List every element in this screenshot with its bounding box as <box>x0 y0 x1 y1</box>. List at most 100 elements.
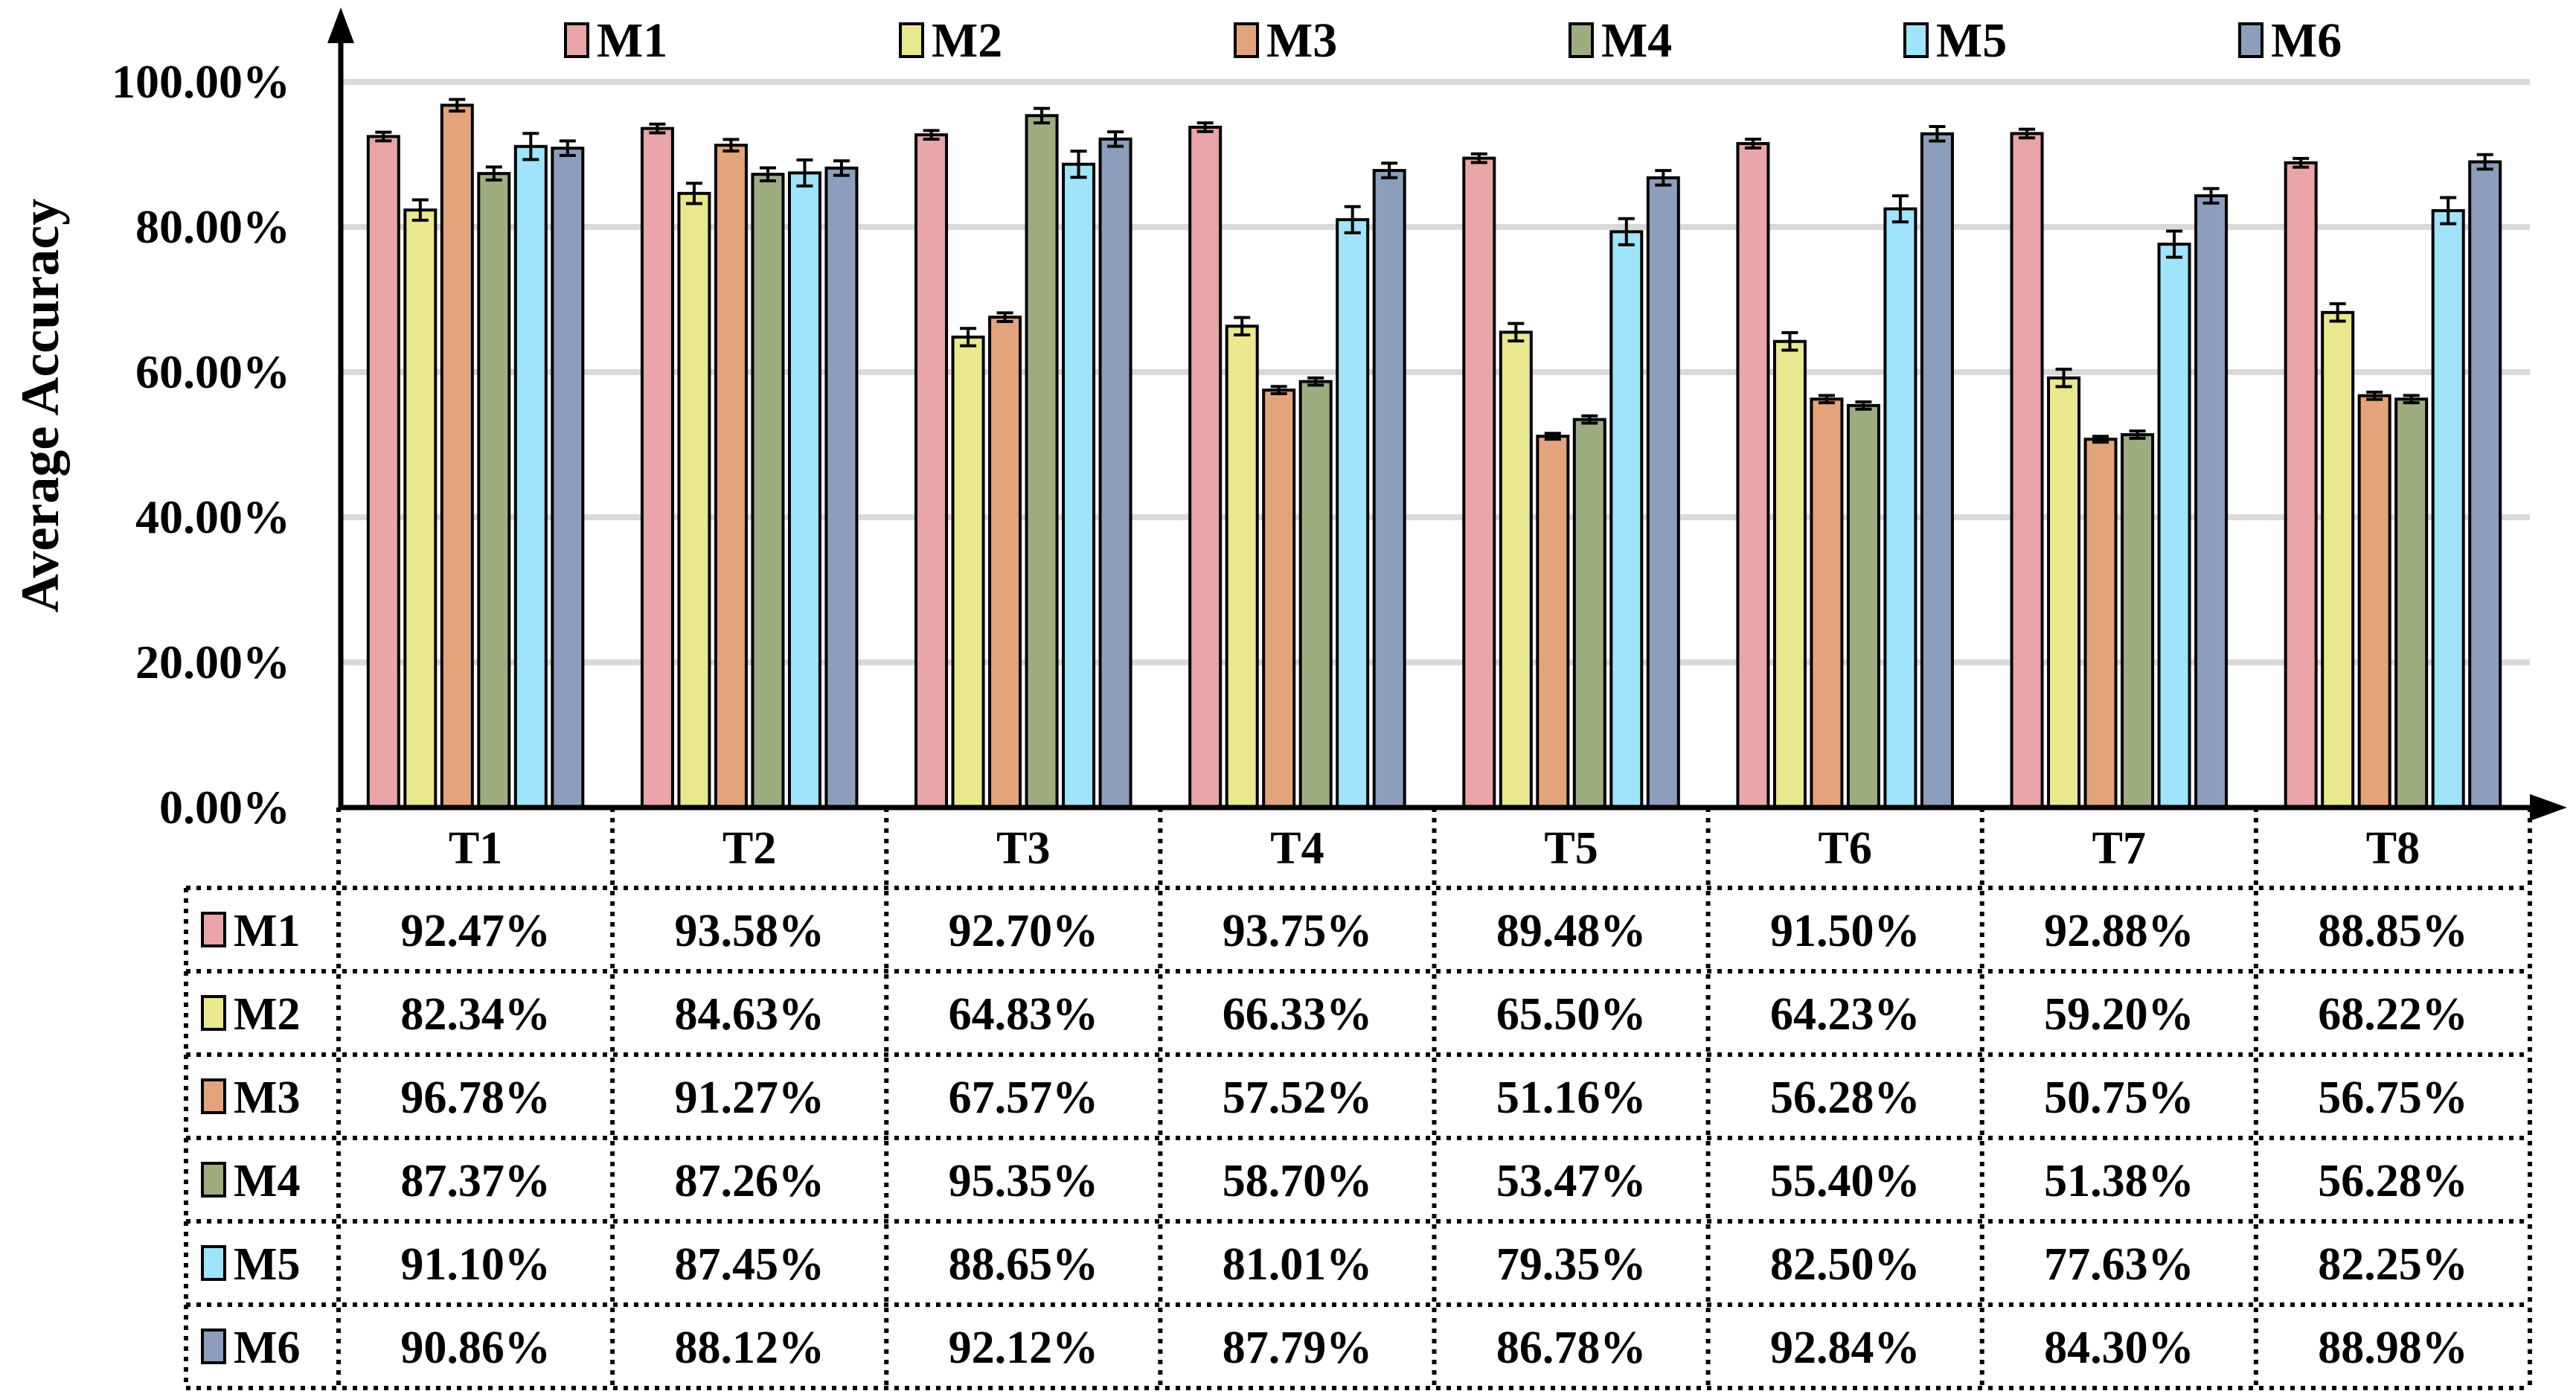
bar-m6-t1 <box>551 147 585 810</box>
table-cell-m1-t2: 93.58% <box>674 906 824 956</box>
bar-m2-t2 <box>677 191 711 810</box>
bar-m4-t2 <box>751 173 785 809</box>
table-cell-m1-t8: 88.85% <box>2318 906 2468 956</box>
bar-m1-t5 <box>1462 156 1496 809</box>
error-bar-m2-t8 <box>2329 302 2346 323</box>
error-bar-m6-t5 <box>1655 169 1672 187</box>
table-cell-m6-t3: 92.12% <box>949 1323 1099 1373</box>
table-swatch-m3 <box>201 1078 226 1114</box>
bar-m1-t3 <box>914 133 949 810</box>
table-cell-m3-t6: 56.28% <box>1770 1072 1920 1123</box>
table-cell-m4-t5: 53.47% <box>1496 1156 1647 1206</box>
table-cell-m6-t6: 92.84% <box>1770 1323 1920 1373</box>
error-bar-m1-t7 <box>2019 127 2036 140</box>
table-cell-m2-t1: 82.34% <box>400 989 551 1040</box>
table-row-label-m3: M3 <box>234 1072 301 1123</box>
legend-label-m4: M4 <box>1601 13 1672 68</box>
error-bar-m6-t8 <box>2476 153 2493 171</box>
y-axis-ticks: 0.00% 20.00% 40.00% 60.00% 80.00% 100.00% <box>112 55 290 834</box>
table-row-label-m4: M4 <box>234 1156 301 1206</box>
legend-swatch-m5 <box>1903 22 1929 58</box>
table-swatch-m6 <box>201 1329 226 1364</box>
error-bar-m4-t4 <box>1307 376 1324 387</box>
bar-m5-t2 <box>787 171 821 810</box>
error-bar-m5-t5 <box>1618 217 1635 246</box>
error-bar-m3-t2 <box>723 138 740 153</box>
bar-m4-t4 <box>1298 380 1333 809</box>
error-bar-m2-t3 <box>960 327 977 348</box>
bar-m6-t3 <box>1098 137 1132 809</box>
bar-m3-t1 <box>440 103 474 809</box>
error-bar-m2-t5 <box>1508 322 1525 343</box>
legend-item-m4: M4 <box>1569 13 1672 68</box>
error-bar-m3-t5 <box>1544 432 1561 441</box>
y-tick-label: 80.00% <box>135 200 290 253</box>
table-cell-m6-t8: 88.98% <box>2318 1323 2468 1373</box>
legend-label-m5: M5 <box>1936 13 2007 68</box>
table-cell-m5-t6: 82.50% <box>1770 1239 1920 1290</box>
y-tick-label: 40.00% <box>135 490 290 543</box>
table-row-m1: M1 92.47% 93.58% 92.70% 93.75% 89.48% 91.50% 92… <box>201 906 2468 956</box>
table-cell-m3-t5: 51.16% <box>1496 1072 1647 1123</box>
table-cell-m3-t2: 91.27% <box>674 1072 824 1123</box>
error-bar-m5-t3 <box>1070 150 1087 179</box>
legend: M1 M2 M3 M4 M5 M6 <box>564 13 2342 68</box>
table-cell-m3-t7: 50.75% <box>2044 1072 2194 1123</box>
bar-m5-t5 <box>1609 230 1644 809</box>
legend-swatch-m2 <box>899 22 924 58</box>
error-bars <box>375 97 2493 444</box>
bar-m2-t7 <box>2047 376 2081 809</box>
bar-m6-t6 <box>1920 132 1954 809</box>
x-category-label-t6: T6 <box>1819 823 1872 874</box>
bar-m6-t8 <box>2468 160 2502 809</box>
error-bar-m4-t7 <box>2129 429 2146 440</box>
table-row-m3: M3 96.78% 91.27% 67.57% 57.52% 51.16% 56.28% 50… <box>201 1072 2468 1123</box>
table-cell-m2-t4: 66.33% <box>1223 989 1373 1040</box>
bar-m6-t4 <box>1372 169 1406 810</box>
error-bar-m6-t3 <box>1107 130 1124 148</box>
bar-m5-t4 <box>1336 218 1370 809</box>
legend-label-m3: M3 <box>1266 13 1337 68</box>
x-category-label-t3: T3 <box>996 823 1050 874</box>
bar-m5-t1 <box>513 144 548 809</box>
table-cell-m1-t1: 92.47% <box>400 906 551 956</box>
bar-m5-t7 <box>2157 243 2191 810</box>
bar-m3-t4 <box>1262 389 1296 809</box>
x-category-label-t8: T8 <box>2366 823 2420 874</box>
bar-m3-t6 <box>1810 397 1844 809</box>
error-bar-m3-t7 <box>2092 435 2109 444</box>
legend-item-m3: M3 <box>1234 13 1337 68</box>
bar-m1-t1 <box>366 135 400 810</box>
legend-swatch-m3 <box>1234 22 1259 58</box>
y-tick-label: 20.00% <box>135 636 290 688</box>
error-bar-m6-t7 <box>2202 187 2220 205</box>
error-bar-m5-t6 <box>1891 194 1909 224</box>
legend-item-m1: M1 <box>564 13 667 68</box>
x-category-label-t5: T5 <box>1544 823 1598 874</box>
error-bar-m1-t6 <box>1744 138 1761 150</box>
x-category-label-t2: T2 <box>723 823 776 874</box>
table-cell-m2-t2: 84.63% <box>674 989 824 1040</box>
table-cell-m3-t8: 56.75% <box>2318 1072 2468 1123</box>
bars <box>366 103 2502 810</box>
error-bar-m2-t6 <box>1781 331 1798 352</box>
table-cell-m6-t4: 87.79% <box>1223 1323 1373 1373</box>
error-bar-m1-t3 <box>923 129 940 141</box>
error-bar-m1-t8 <box>2293 156 2310 169</box>
table-cell-m6-t2: 88.12% <box>674 1323 824 1373</box>
legend-item-m5: M5 <box>1903 13 2007 68</box>
error-bar-m4-t2 <box>759 166 776 182</box>
data-table: T1 T2 T3 T4 T5 T6 T7 T8 M1 92.47% 93.58% 92.70% 93.7… <box>184 808 2532 1390</box>
table-cell-m1-t5: 89.48% <box>1496 906 1647 956</box>
bar-m3-t2 <box>714 144 748 809</box>
bar-m4-t7 <box>2121 433 2155 809</box>
bar-m5-t3 <box>1062 162 1096 810</box>
table-cell-m2-t3: 64.83% <box>949 989 1099 1040</box>
error-bar-m2-t1 <box>411 198 429 222</box>
x-category-label-t4: T4 <box>1270 823 1324 874</box>
table-cell-m1-t3: 92.70% <box>949 906 1099 956</box>
y-axis-title: Average Accuracy <box>10 199 70 613</box>
table-row-m6: M6 90.86% 88.12% 92.12% 87.79% 86.78% 92.84% 84… <box>201 1323 2468 1373</box>
bar-m1-t6 <box>1736 141 1770 809</box>
error-bar-m3-t4 <box>1270 385 1287 396</box>
